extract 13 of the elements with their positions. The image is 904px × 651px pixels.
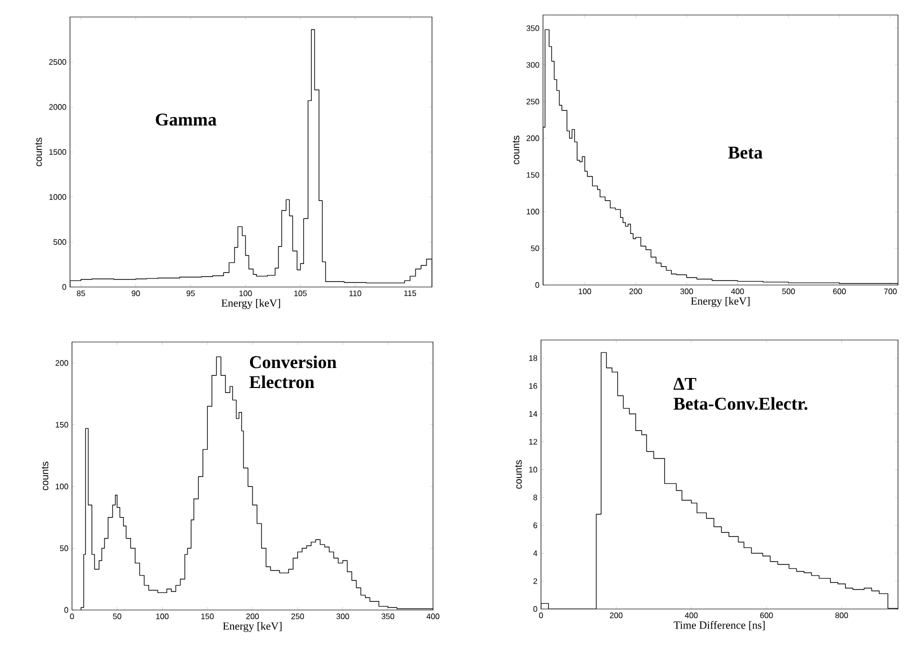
x-axis-title: Energy [keV] [221, 299, 280, 309]
y-axis-title: counts [42, 462, 48, 490]
x-axis-title: Energy [keV] [222, 622, 282, 632]
text: Gamma [156, 114, 216, 126]
text: ΔT [674, 378, 696, 390]
text: Beta [728, 146, 763, 159]
x-axis-title: Time Difference [ns] [674, 621, 765, 630]
y-axis-title: counts [515, 460, 522, 489]
text: Beta-Conv.Electr. [674, 397, 808, 410]
y-axis-title: counts [512, 136, 520, 164]
y-axis-title: counts [35, 138, 42, 166]
x-axis-title: Energy [keV] [690, 297, 750, 307]
text: Conversion Electron [249, 356, 336, 388]
